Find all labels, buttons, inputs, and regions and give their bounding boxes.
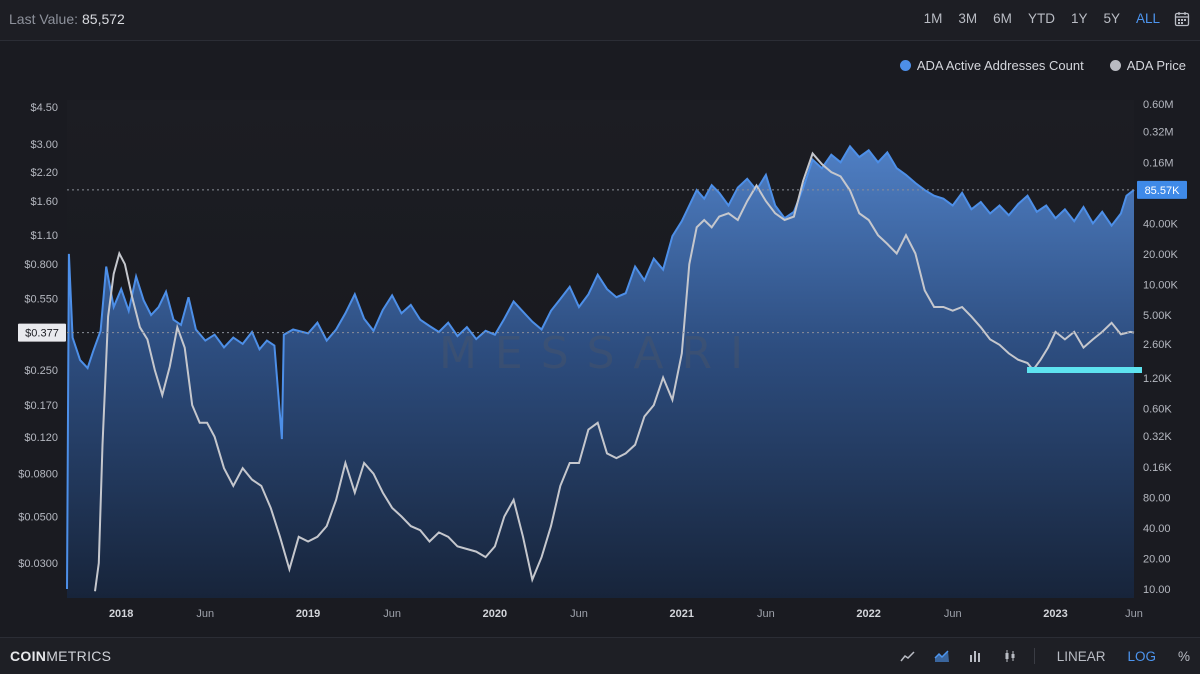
right-tick-label: 0.16K — [1143, 462, 1172, 474]
candlestick-icon[interactable] — [1002, 649, 1018, 663]
right-tick-label: 10.00K — [1143, 279, 1179, 291]
last-value-number: 85,572 — [82, 11, 125, 27]
legend-item-active-addresses[interactable]: ADA Active Addresses Count — [899, 58, 1084, 73]
left-tick-label: $0.0300 — [18, 558, 58, 570]
right-tick-label: 20.00 — [1143, 553, 1171, 565]
last-value: Last Value: 85,572 — [9, 11, 125, 27]
legend-item-price[interactable]: ADA Price — [1109, 58, 1186, 73]
linear-scale-button[interactable]: LINEAR — [1056, 648, 1106, 664]
active-addresses-area-layer — [66, 144, 1135, 599]
legend-label-active-addresses: ADA Active Addresses Count — [916, 58, 1084, 73]
price-line — [94, 151, 1135, 592]
x-axis: 2018 Jun 2019 Jun 2020 Jun 2021 Jun 2022 Jun 2023 J… — [109, 608, 1143, 620]
left-tick-label: $3.00 — [30, 139, 58, 151]
percent-scale-button[interactable]: % — [1177, 648, 1190, 664]
last-value-badge — [1137, 180, 1187, 199]
right-tick-label: 0.60M — [1143, 99, 1174, 111]
range-button-1m[interactable]: 1M — [923, 11, 943, 26]
x-tick-label: Jun — [570, 608, 588, 620]
range-button-all[interactable]: ALL — [1135, 11, 1160, 26]
left-tick-label: $0.800 — [24, 259, 58, 271]
x-tick-label: Jun — [383, 608, 401, 620]
right-tick-label: 0.32M — [1143, 127, 1174, 139]
left-tick-label: $4.50 — [30, 102, 58, 114]
legend-dot-active-addresses — [899, 60, 911, 71]
right-tick-label: 10.00 — [1143, 584, 1171, 596]
right-tick-label: 0.60K — [1143, 404, 1172, 416]
active-addresses-area — [67, 146, 1134, 599]
right-tick-label: 0.32K — [1143, 431, 1172, 443]
range-button-6m[interactable]: 6M — [993, 11, 1012, 26]
left-tick-label: $0.120 — [24, 432, 58, 444]
toolbar-divider — [1033, 648, 1035, 664]
active-addresses-line — [66, 144, 1135, 590]
cyan-highlight-bar — [1027, 367, 1142, 373]
right-tick-label: 40.00 — [1143, 523, 1171, 535]
left-tick-label: $0.0500 — [18, 512, 58, 524]
legend-dot-price — [1109, 60, 1121, 71]
left-tick-label: $1.60 — [30, 196, 58, 208]
legend: ADA Active Addresses Count ADA Price — [874, 58, 1186, 73]
right-tick-label: 80.00 — [1143, 492, 1171, 504]
left-axis: $4.50 $3.00 $2.20 $1.60 $1.10 $0.800 $0.550 $0.… — [18, 102, 66, 570]
range-button-3m[interactable]: 3M — [958, 11, 978, 26]
messari-watermark: MESSARI — [439, 328, 761, 379]
x-tick-label: 2021 — [670, 608, 694, 620]
chart: MESSARI $4.50$3.00$2.20$1.60$1.10$0.800$… — [18, 99, 1187, 620]
x-tick-label: Jun — [944, 608, 962, 620]
calendar-icon[interactable] — [1174, 11, 1190, 27]
left-tick-label: $1.10 — [30, 230, 58, 242]
top-bar: Last Value: 85,572 1M 3M 6M YTD 1Y 5Y ALL — [0, 0, 1200, 41]
legend-label-price: ADA Price — [1126, 58, 1186, 73]
x-tick-label: 2019 — [296, 608, 320, 620]
log-scale-button[interactable]: LOG — [1127, 648, 1156, 664]
right-tick-label: 0.16M — [1143, 157, 1174, 169]
left-tick-label: $2.20 — [30, 167, 58, 179]
chart-tools: LINEAR LOG % — [882, 648, 1190, 664]
left-tick-label: $0.0800 — [18, 469, 58, 481]
range-button-ytd[interactable]: YTD — [1027, 11, 1055, 26]
bar-chart-icon[interactable] — [968, 649, 984, 663]
coinmetrics-logo: COINMETRICS — [10, 648, 112, 664]
right-tick-label: 2.60K — [1143, 339, 1172, 351]
x-tick-label: Jun — [757, 608, 775, 620]
right-tick-label: 1.20K — [1143, 373, 1172, 385]
right-tick-label: 20.00K — [1143, 249, 1179, 261]
price-marker-badge — [18, 323, 66, 342]
price-line-layer — [94, 151, 1135, 592]
right-tick-label: 5.00K — [1143, 310, 1172, 322]
left-tick-label: $0.170 — [24, 400, 58, 412]
right-axis: 0.60M0.32M0.16M80.00K40.00K20.00K10.00K5… — [1137, 99, 1187, 596]
line-chart-icon[interactable] — [900, 649, 916, 663]
range-button-5y[interactable]: 5Y — [1103, 11, 1120, 26]
last-value-label: Last Value: — [9, 11, 79, 27]
last-value-badge-label: 85.57K — [1145, 185, 1181, 197]
range-button-1y[interactable]: 1Y — [1070, 11, 1088, 26]
right-tick-label: 40.00K — [1143, 218, 1179, 230]
bottom-bar: COINMETRICS LINEAR LOG % — [0, 637, 1200, 674]
left-tick-label: $0.550 — [24, 293, 58, 305]
range-selector: 1M 3M 6M YTD 1Y 5Y ALL — [908, 11, 1160, 26]
area-chart-icon[interactable] — [934, 649, 950, 663]
x-tick-label: 2022 — [856, 608, 880, 620]
price-marker-label: $0.377 — [25, 328, 59, 340]
x-tick-label: 2018 — [109, 608, 133, 620]
left-tick-label: $0.250 — [24, 365, 58, 377]
x-tick-label: Jun — [1125, 608, 1143, 620]
x-tick-label: 2023 — [1043, 608, 1067, 620]
x-tick-label: Jun — [196, 608, 214, 620]
x-tick-label: 2020 — [483, 608, 507, 620]
watermark-layer: MESSARI — [439, 328, 761, 379]
